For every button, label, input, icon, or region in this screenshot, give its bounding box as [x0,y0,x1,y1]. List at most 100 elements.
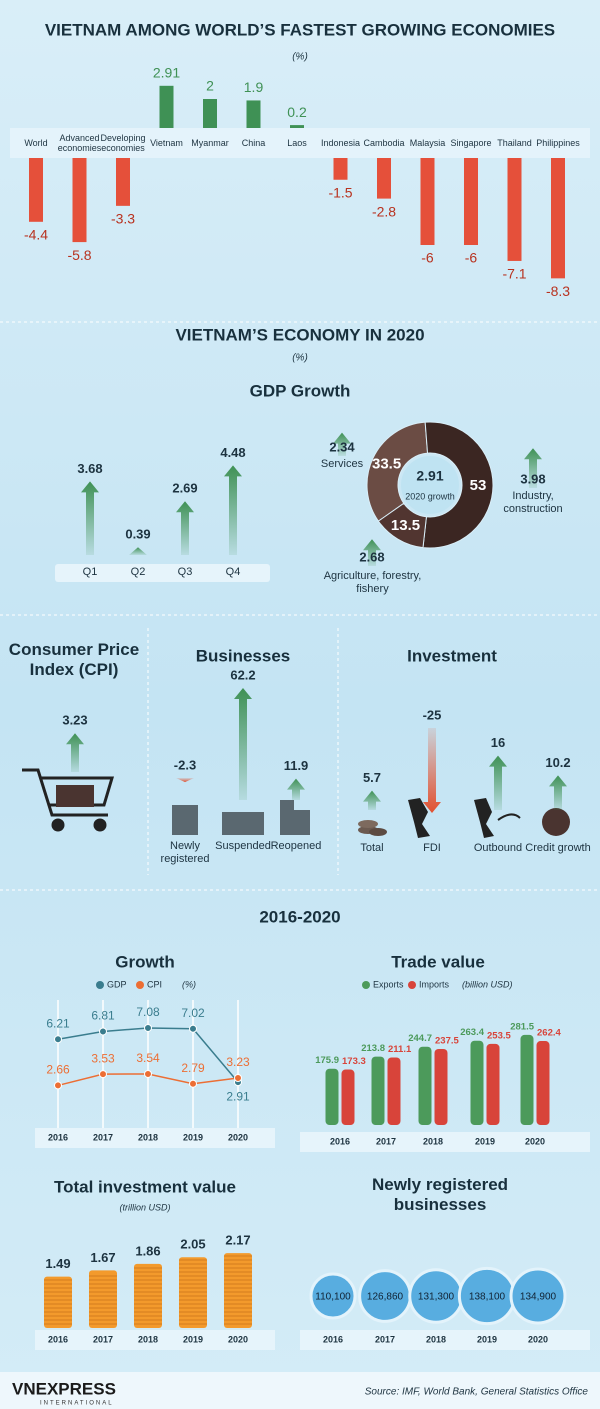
baseline-strip [10,128,590,158]
value-label: -2.8 [372,203,396,219]
value-label: 211.1 [388,1044,412,1055]
chart-subtitle: (%) [292,52,308,63]
value-label: -25 [423,707,442,722]
arrow [224,465,242,555]
value-label: 11.9 [284,758,309,773]
arrow [363,539,381,566]
legend-label: GDP [107,979,127,989]
x-tick-label: 2020 [528,1334,548,1344]
value-label: 138,100 [469,1292,506,1303]
label-box: Myanmar [191,137,229,148]
x-tick-label: 2017 [375,1334,395,1344]
section-title: 2016-2020 [259,907,340,926]
cart-bag [56,785,94,807]
category-label: Laos [287,137,307,148]
label-box: Indonesia [320,137,361,148]
label-box: Q3 [178,566,193,578]
label-box: Suspended [215,840,271,852]
category-label: Myanmar [191,137,229,148]
bar [420,158,435,245]
value-label: 16 [491,735,505,750]
value-label: 126,860 [367,1292,404,1303]
value-label: 213.8 [361,1043,385,1054]
arrow [129,547,147,555]
chart-unit: (billion USD) [462,979,513,989]
x-tick-label: 2017 [376,1136,396,1146]
category-label: Indonesia [320,137,361,148]
bar [520,1034,534,1125]
growth-label: 2.68 [359,549,384,564]
point [144,1069,152,1078]
bar [29,158,43,222]
value-label: -6 [465,250,478,266]
value-label: 237.5 [435,1036,459,1047]
x-tick-label: 2020 [525,1136,545,1146]
bar [116,158,130,206]
value-label: 244.7 [408,1033,432,1044]
x-tick-label: 2019 [183,1334,203,1344]
label-box: Q4 [225,566,241,578]
legend-swatch [136,981,144,989]
bar [44,1276,72,1328]
bar [486,1043,500,1125]
donut-slice [366,421,429,522]
x-tick-label: 2016 [323,1334,343,1344]
slice-label: 53 [470,477,487,494]
bar [290,125,304,128]
donut-slice [377,502,427,549]
growth-label: 2.34 [329,439,355,454]
bar [341,1069,355,1125]
building-icons [172,800,310,835]
arrow [524,448,542,488]
source: Source: IMF, World Bank, General Statist… [365,1387,589,1398]
label-box: Cambodia [363,138,404,148]
point [99,1070,107,1079]
x-tick-label: 2019 [477,1334,497,1344]
year-strip [35,1128,275,1148]
label-box: Reopened [271,840,322,852]
value-label: 110,100 [315,1292,351,1303]
quarter-strip [55,564,270,582]
x-tick-label: 2017 [93,1132,113,1142]
point [54,1035,62,1044]
label-box: Malaysia [410,138,446,148]
category-label: Q4 [225,566,241,578]
category-label: Outbound [473,842,523,854]
x-tick-label: 2016 [330,1136,350,1146]
category-label: Suspended [215,840,271,852]
value-label: 2.17 [225,1233,250,1248]
legend-label: CPI [147,979,162,989]
value-label: -1.5 [328,184,352,200]
category-label: FDI [423,842,441,854]
category-label: Philippines [536,137,580,148]
bar [371,1056,385,1125]
bar [203,99,217,128]
bar [246,100,261,128]
slice-label: 33.5 [372,455,401,472]
value-label: 2 [206,78,214,94]
chart-title: Newly registered businesses [371,1175,509,1214]
value-label: 0.2 [287,104,307,120]
bar [377,158,391,199]
bar [387,1057,401,1125]
bubble [309,1272,357,1320]
x-tick-label: 2016 [48,1334,68,1344]
category-label: China [241,137,266,148]
value-label: -4.4 [24,227,48,243]
arrow [363,790,381,810]
value-label: 6.81 [91,1009,115,1023]
bar [418,1046,432,1125]
label-box: Newly registered businesses [371,1175,509,1214]
bar [434,1049,448,1125]
value-label: 5.7 [363,770,381,785]
value-label: 6.21 [46,1016,70,1030]
chart-title: Investment [407,646,497,665]
label-box: Advanced economies [57,132,102,153]
category-label: Advanced economies [57,132,102,153]
label-box: Philippines [536,137,580,148]
value-label: 7.08 [136,1005,160,1019]
point [234,1074,242,1083]
label-box: FDI [423,842,441,854]
value-label: 10.2 [545,755,570,770]
